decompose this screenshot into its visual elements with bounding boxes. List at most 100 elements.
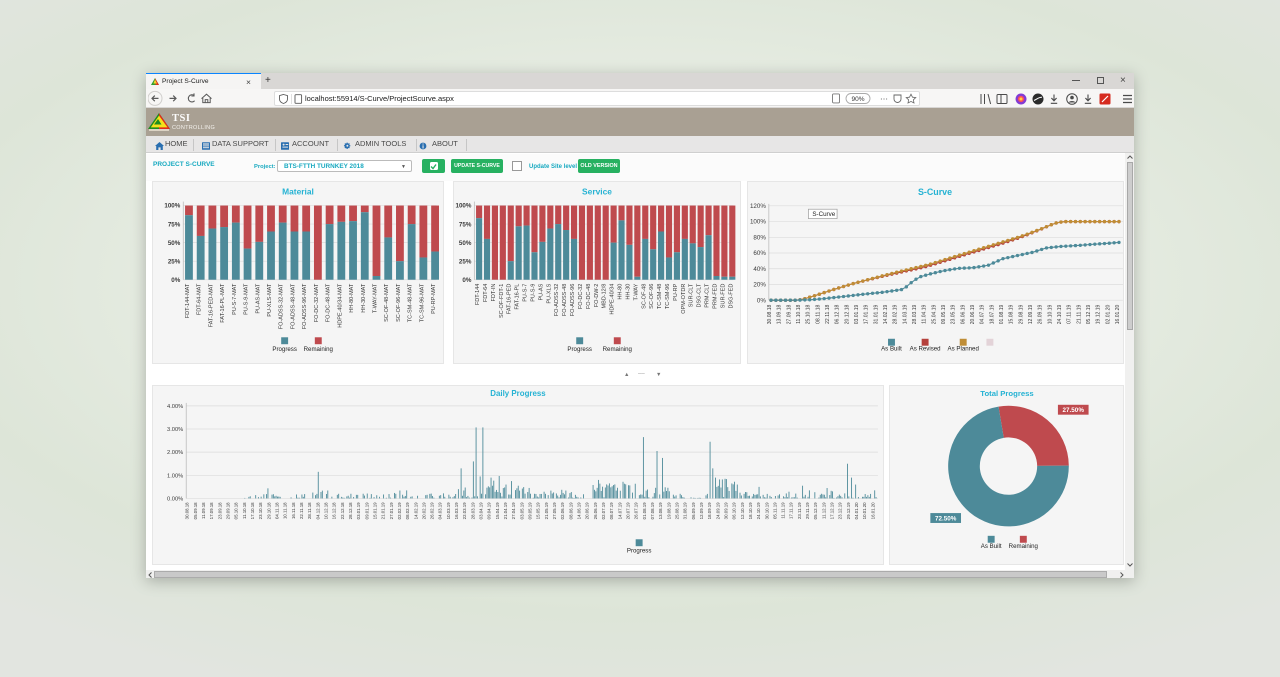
svg-text:Daily Progress: Daily Progress (490, 389, 546, 398)
svg-text:19.12.19: 19.12.19 (1096, 304, 1102, 324)
svg-text:07.11.19: 07.11.19 (1067, 304, 1073, 323)
svg-text:25%: 25% (168, 258, 181, 265)
svg-text:15.01.19: 15.01.19 (372, 502, 377, 519)
svg-text:11.04.19: 11.04.19 (922, 304, 928, 323)
svg-text:As Revised: As Revised (910, 346, 942, 353)
svg-text:22.12.18: 22.12.18 (340, 502, 345, 519)
svg-text:100%: 100% (164, 203, 180, 210)
svg-text:SC-OF-48: SC-OF-48 (641, 284, 647, 309)
svg-text:03.05.19: 03.05.19 (519, 502, 524, 519)
svg-text:20.12.18: 20.12.18 (844, 304, 850, 324)
svg-text:30.09.19: 30.09.19 (723, 502, 728, 519)
svg-text:SC-OF-48-MAT: SC-OF-48-MAT (384, 283, 390, 322)
svg-text:FO-ADSS-32-MAT: FO-ADSS-32-MAT (279, 283, 285, 329)
svg-text:21.05.19: 21.05.19 (544, 502, 549, 519)
svg-text:29.12.19: 29.12.19 (846, 502, 851, 519)
svg-text:TC-SM-48-MAT: TC-SM-48-MAT (408, 283, 414, 322)
svg-text:75%: 75% (459, 221, 472, 228)
svg-text:FO-ADSS-32: FO-ADSS-32 (554, 284, 560, 317)
svg-text:29.08.19: 29.08.19 (1018, 304, 1024, 324)
svg-text:30.08.18: 30.08.18 (185, 502, 190, 519)
svg-text:60%: 60% (753, 250, 766, 257)
svg-text:15.08.19: 15.08.19 (1009, 304, 1015, 324)
svg-text:OPM-OTDR: OPM-OTDR (681, 284, 687, 314)
svg-text:26.07.19: 26.07.19 (634, 502, 639, 519)
svg-text:24.09.19: 24.09.19 (715, 502, 720, 519)
svg-text:13.08.19: 13.08.19 (658, 502, 663, 519)
svg-text:Progress: Progress (272, 346, 297, 353)
svg-text:07.08.19: 07.08.19 (650, 502, 655, 519)
svg-text:PU-S-9: PU-S-9 (530, 284, 536, 302)
svg-text:15.04.19: 15.04.19 (495, 502, 500, 519)
svg-text:PU-S-7-MAT: PU-S-7-MAT (232, 283, 238, 315)
svg-text:30.10.19: 30.10.19 (764, 502, 769, 519)
svg-text:10.11.18: 10.11.18 (283, 502, 288, 519)
svg-text:75%: 75% (168, 221, 181, 228)
svg-text:Service: Service (582, 186, 612, 196)
svg-text:29.10.18: 29.10.18 (266, 502, 271, 519)
svg-text:SUR-CLT: SUR-CLT (689, 283, 695, 307)
svg-text:14.06.19: 14.06.19 (577, 502, 582, 519)
svg-text:28.03.19: 28.03.19 (912, 304, 918, 324)
svg-text:16.01.20: 16.01.20 (870, 502, 875, 519)
svg-text:0%: 0% (757, 297, 766, 304)
svg-text:11.10.18: 11.10.18 (796, 304, 802, 323)
svg-text:100%: 100% (750, 219, 766, 226)
svg-text:HH-80: HH-80 (618, 284, 624, 300)
svg-text:90%: 90% (851, 96, 864, 103)
svg-text:02.07.19: 02.07.19 (601, 502, 606, 519)
svg-text:SC-OF-96: SC-OF-96 (649, 284, 655, 309)
svg-text:01.08.19: 01.08.19 (999, 304, 1005, 324)
svg-text:DSG-FED: DSG-FED (728, 284, 734, 309)
svg-text:PU-AS-MAT: PU-AS-MAT (255, 283, 261, 314)
svg-text:0%: 0% (171, 277, 180, 284)
svg-text:20.06.19: 20.06.19 (970, 304, 976, 324)
svg-text:25%: 25% (459, 258, 472, 265)
svg-text:26.09.19: 26.09.19 (1038, 304, 1044, 324)
svg-text:21.11.19: 21.11.19 (1076, 304, 1082, 323)
svg-text:SUR-FED: SUR-FED (720, 284, 726, 309)
svg-text:T-WAY: T-WAY (633, 283, 639, 300)
svg-text:0%: 0% (462, 277, 471, 284)
svg-text:FO-DW-2: FO-DW-2 (594, 284, 600, 308)
svg-text:18.09.19: 18.09.19 (707, 502, 712, 519)
svg-text:17.01.19: 17.01.19 (864, 304, 870, 324)
svg-text:25.08.19: 25.08.19 (674, 502, 679, 519)
svg-text:26.02.19: 26.02.19 (430, 502, 435, 519)
svg-text:1.00%: 1.00% (167, 473, 183, 479)
svg-text:22.03.19: 22.03.19 (462, 502, 467, 519)
svg-text:12.09.19: 12.09.19 (1028, 304, 1034, 324)
svg-text:14.02.19: 14.02.19 (883, 304, 889, 324)
svg-text:17.12.19: 17.12.19 (830, 502, 835, 519)
svg-text:06.12.18: 06.12.18 (835, 304, 841, 324)
svg-text:120%: 120% (750, 203, 766, 210)
svg-text:23.05.19: 23.05.19 (951, 304, 957, 324)
svg-text:22.11.18: 22.11.18 (299, 502, 304, 519)
svg-text:20.06.19: 20.06.19 (585, 502, 590, 519)
svg-text:As Built: As Built (981, 543, 1002, 550)
svg-text:12.10.19: 12.10.19 (740, 502, 745, 519)
svg-text:PU-RP: PU-RP (673, 283, 679, 300)
svg-text:50%: 50% (168, 240, 181, 247)
svg-text:19.08.19: 19.08.19 (666, 502, 671, 519)
svg-text:17.11.19: 17.11.19 (789, 502, 794, 519)
svg-text:23.09.18: 23.09.18 (217, 502, 222, 519)
svg-text:14.03.19: 14.03.19 (902, 304, 908, 324)
svg-text:PU-XLS: PU-XLS (546, 283, 552, 303)
svg-text:PRM-CLT: PRM-CLT (705, 283, 711, 308)
svg-text:TC-SM-96-MAT: TC-SM-96-MAT (419, 283, 425, 322)
svg-text:08.11.18: 08.11.18 (815, 304, 821, 323)
svg-text:01.08.19: 01.08.19 (642, 502, 647, 519)
svg-text:FO-DC-32: FO-DC-32 (578, 284, 584, 309)
svg-text:PU-RP-MAT: PU-RP-MAT (431, 283, 437, 314)
svg-text:06.10.19: 06.10.19 (732, 502, 737, 519)
svg-text:0.00%: 0.00% (167, 496, 183, 502)
svg-text:17.09.18: 17.09.18 (209, 502, 214, 519)
svg-text:FO-ADSS-96-MAT: FO-ADSS-96-MAT (302, 283, 308, 329)
svg-text:FAT-16-PED: FAT-16-PED (507, 284, 513, 315)
svg-text:DSG-CLT: DSG-CLT (697, 283, 703, 307)
svg-text:Progress: Progress (567, 346, 592, 353)
svg-text:10.03.19: 10.03.19 (446, 502, 451, 519)
svg-text:09.05.19: 09.05.19 (528, 502, 533, 519)
svg-text:PU-S-9-MAT: PU-S-9-MAT (244, 283, 250, 315)
